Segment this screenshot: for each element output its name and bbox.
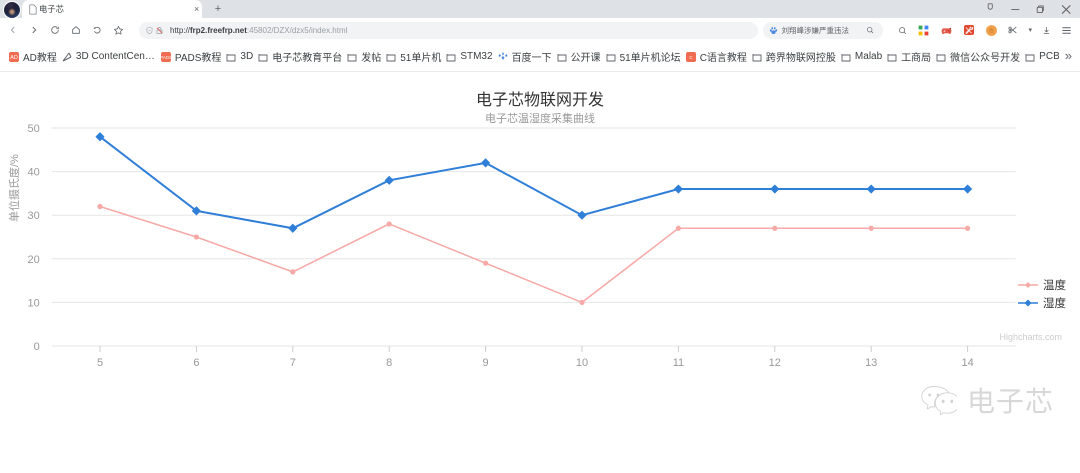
svg-text:0: 0 — [34, 341, 40, 353]
svg-text:10: 10 — [576, 357, 588, 369]
svg-text:10: 10 — [28, 297, 40, 309]
svg-text:30: 30 — [28, 210, 40, 222]
svg-text:20: 20 — [28, 254, 40, 266]
svg-text:AD: AD — [10, 55, 18, 61]
svg-text:40: 40 — [28, 167, 40, 179]
svg-text:8: 8 — [386, 357, 392, 369]
svg-text:11: 11 — [673, 357, 684, 369]
svg-text:7: 7 — [290, 357, 296, 369]
svg-text:14: 14 — [961, 357, 973, 369]
svg-text:50: 50 — [28, 123, 40, 135]
svg-text:PADS: PADS — [160, 55, 172, 60]
svg-text:5: 5 — [97, 357, 103, 369]
svg-text:6: 6 — [193, 357, 199, 369]
svg-text:12: 12 — [769, 357, 781, 369]
svg-text:9: 9 — [483, 357, 489, 369]
svg-text:13: 13 — [865, 357, 877, 369]
